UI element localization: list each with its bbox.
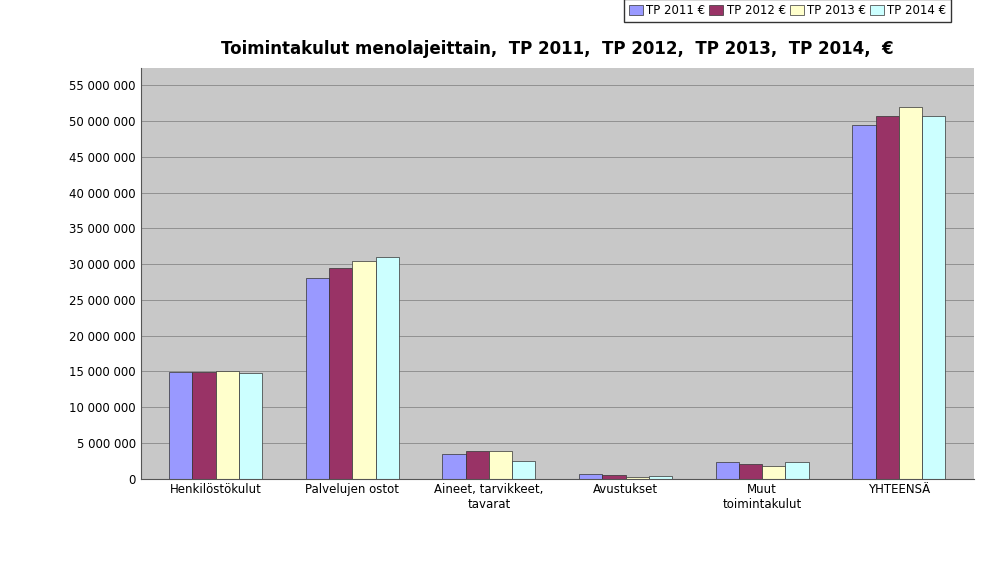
Bar [352,261,375,479]
Bar [761,466,784,479]
Bar [239,373,262,479]
Bar [306,278,329,479]
Bar [329,267,352,479]
Bar [488,450,512,479]
Bar [852,125,875,479]
Legend: TP 2011 €, TP 2012 €, TP 2013 €, TP 2014 €: TP 2011 €, TP 2012 €, TP 2013 €, TP 2014… [624,0,951,22]
Bar [216,372,239,479]
Bar [898,107,921,479]
Bar [921,116,944,479]
Bar [512,461,535,479]
Bar [875,116,898,479]
Bar [465,452,488,479]
Bar [738,464,761,479]
Bar [648,476,671,479]
Title: Toimintakulut menolajeittain,  TP 2011,  TP 2012,  TP 2013,  TP 2014,  €: Toimintakulut menolajeittain, TP 2011, T… [221,39,893,57]
Bar [375,257,398,479]
Bar [602,475,625,479]
Bar [715,462,738,479]
Bar [625,477,648,479]
Bar [170,372,193,479]
Bar [193,372,216,479]
Bar [579,474,602,479]
Bar [442,454,465,479]
Bar [784,462,807,479]
